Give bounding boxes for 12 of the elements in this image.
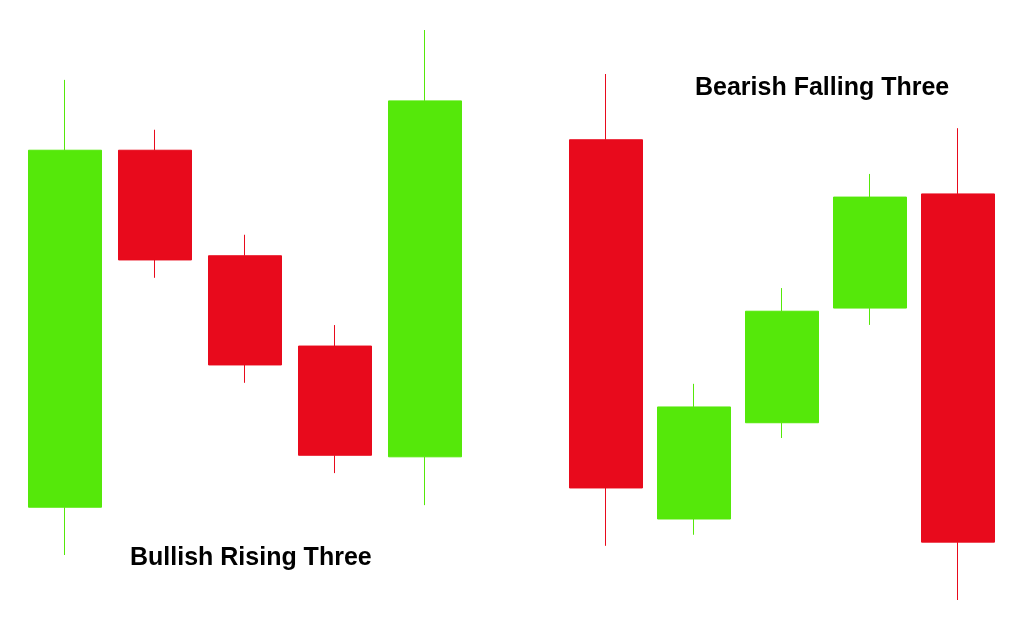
- text: Bullish Rising Three: [130, 541, 372, 570]
- candlestick: [833, 173, 907, 326]
- candlestick: [569, 73, 643, 547]
- candlestick: [28, 79, 102, 556]
- candlestick: [745, 287, 819, 439]
- candlestick: [208, 234, 282, 384]
- candlestick: [388, 29, 462, 506]
- candlestick: [657, 383, 731, 536]
- candlestick: [118, 129, 192, 279]
- candlestick: [921, 127, 995, 601]
- candlestick: [298, 324, 372, 474]
- chart-title: Bearish Falling Three: [695, 71, 950, 100]
